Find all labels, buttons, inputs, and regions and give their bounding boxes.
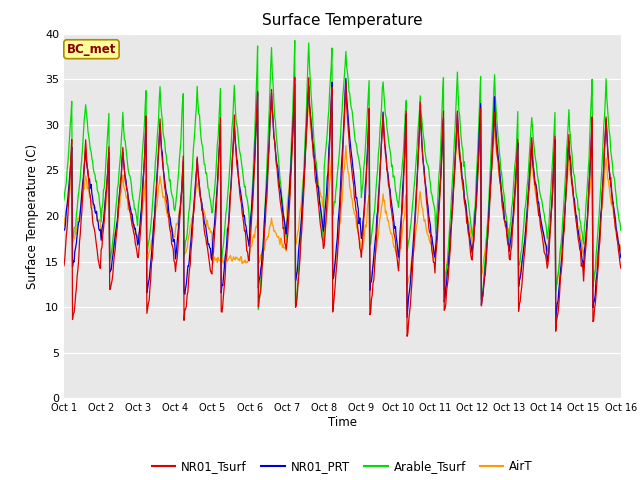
Text: BC_met: BC_met [67,43,116,56]
Legend: NR01_Tsurf, NR01_PRT, Arable_Tsurf, AirT: NR01_Tsurf, NR01_PRT, Arable_Tsurf, AirT [147,456,538,478]
Y-axis label: Surface Temperature (C): Surface Temperature (C) [26,144,40,288]
X-axis label: Time: Time [328,416,357,429]
Title: Surface Temperature: Surface Temperature [262,13,422,28]
